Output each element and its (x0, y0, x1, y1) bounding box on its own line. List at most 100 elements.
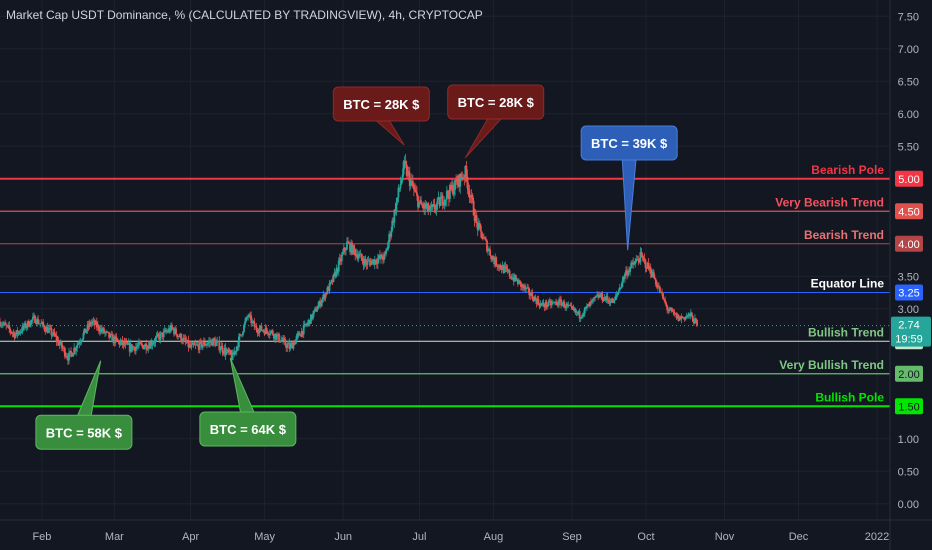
candle-body (648, 267, 651, 270)
candle-body (64, 356, 67, 358)
candle-body (217, 341, 220, 342)
candle-body (397, 187, 400, 198)
candle-body (205, 345, 207, 346)
candle-body (42, 322, 45, 326)
level-tag-text: 5.00 (898, 174, 919, 186)
candle-body (687, 313, 690, 316)
candle-body (696, 319, 698, 326)
candle-body (350, 242, 352, 252)
level-label: Bullish Trend (808, 325, 884, 339)
candle-body (573, 308, 576, 310)
candle-body (165, 331, 168, 333)
x-tick-label: Jun (334, 531, 352, 543)
level-tag-text: 4.00 (898, 239, 919, 251)
candle-body (294, 339, 297, 345)
candle-body (61, 347, 64, 349)
candle-body (395, 201, 398, 213)
candle-body (640, 252, 643, 255)
candle-body (226, 349, 229, 352)
candle-body (606, 295, 609, 300)
candle-body (420, 200, 422, 205)
candle-body (241, 334, 243, 336)
candle-body (157, 334, 160, 336)
candle-body (570, 305, 573, 307)
candle-body (529, 294, 532, 296)
candle-body (340, 254, 343, 262)
candle-body (342, 247, 345, 253)
candle-body (366, 260, 369, 265)
candle-body (325, 293, 328, 295)
candle-body (515, 279, 518, 281)
candle-body (225, 351, 228, 355)
candle-body (665, 302, 668, 306)
candle-body (132, 346, 135, 348)
candle-body (540, 303, 543, 305)
candle-body (585, 306, 588, 308)
level-tag (895, 284, 923, 301)
level-tag-text: 1.50 (898, 401, 919, 413)
candle-body (660, 291, 662, 293)
candle-body (35, 322, 37, 324)
candle-body (259, 325, 262, 329)
candle-body (276, 335, 278, 340)
candle-body (224, 347, 227, 355)
y-tick-label: 6.00 (898, 109, 919, 121)
candle-body (599, 294, 602, 297)
candle-body (470, 195, 473, 198)
candle-body (36, 318, 38, 324)
candle-body (311, 314, 313, 319)
candle-body (421, 204, 424, 206)
candle-body (553, 302, 555, 304)
candle-body (254, 326, 257, 328)
candle-body (133, 347, 136, 352)
candle-body (14, 334, 17, 338)
candle-body (95, 321, 98, 328)
candle-body (23, 323, 26, 328)
candle-body (209, 341, 211, 343)
candle-body (200, 340, 203, 348)
candle-body (568, 304, 571, 306)
candle-body (75, 348, 78, 351)
candle-body (177, 335, 180, 337)
candle-body (341, 252, 344, 255)
candle-body (106, 331, 108, 333)
candle-body (312, 313, 314, 319)
candle-body (268, 333, 271, 335)
level-label: Very Bullish Trend (779, 358, 884, 372)
candle-body (147, 345, 150, 349)
candle-body (67, 357, 69, 361)
candle-body (627, 271, 629, 276)
x-tick-label: Sep (562, 531, 582, 543)
candle-body (69, 350, 71, 353)
candle-body (11, 332, 14, 334)
candle-body (130, 344, 133, 351)
candle-body (621, 277, 624, 284)
candle-body (231, 352, 234, 360)
candle-body (93, 320, 96, 325)
callout-text: BTC = 58K $ (46, 425, 123, 440)
candle-body (219, 349, 222, 351)
candle-body (101, 328, 103, 332)
candle-body (140, 343, 142, 344)
candle-body (136, 346, 138, 348)
candle-body (526, 287, 529, 289)
candle-body (273, 333, 276, 339)
candle-body (457, 175, 460, 185)
candle-body (172, 327, 174, 330)
candle-body (357, 256, 360, 259)
candle-body (220, 345, 223, 350)
y-tick-label: 7.00 (898, 44, 919, 56)
price-axis[interactable]: 0.000.501.001.502.002.503.003.504.004.50… (889, 0, 931, 550)
candle-body (628, 271, 630, 273)
candle-body (619, 287, 622, 289)
candle-body (96, 325, 99, 328)
candle-body (280, 340, 282, 343)
candle-body (271, 330, 274, 335)
candle-body (160, 332, 163, 334)
candle-body (373, 259, 376, 265)
candle-body (300, 330, 303, 337)
candle-body (486, 240, 488, 252)
candle-body (458, 175, 461, 187)
candle-body (443, 199, 446, 205)
time-axis[interactable]: Feb Mar Apr May Jun Jul Aug Sep Oct Nov Dec 2022 (0, 519, 932, 543)
